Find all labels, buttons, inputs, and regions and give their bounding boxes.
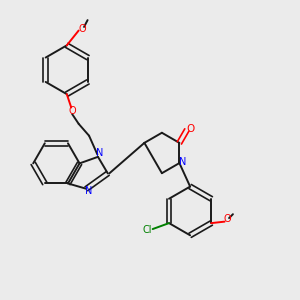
Text: O: O: [187, 124, 195, 134]
Text: O: O: [68, 106, 76, 116]
Text: O: O: [224, 214, 231, 224]
Text: Cl: Cl: [142, 225, 152, 235]
Text: N: N: [85, 186, 92, 196]
Text: O: O: [79, 24, 86, 34]
Text: N: N: [96, 148, 103, 158]
Text: N: N: [179, 157, 187, 167]
